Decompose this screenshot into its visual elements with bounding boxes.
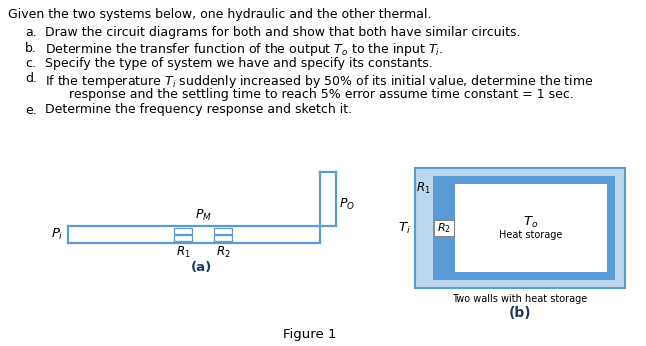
Bar [433,176,615,280]
Text: (b): (b) [508,306,531,320]
Text: Figure 1: Figure 1 [283,328,337,341]
Text: Draw the circuit diagrams for both and show that both have similar circuits.: Draw the circuit diagrams for both and s… [45,26,521,39]
Bar [434,220,454,236]
Text: a.: a. [25,26,37,39]
Text: Determine the frequency response and sketch it.: Determine the frequency response and ske… [45,103,352,117]
Text: $T_o$: $T_o$ [523,215,539,229]
Text: $P_i$: $P_i$ [52,227,64,242]
Text: $R_1$: $R_1$ [176,245,191,260]
Text: $P_M$: $P_M$ [194,208,211,223]
Text: $P_O$: $P_O$ [339,197,355,211]
Bar [415,168,625,288]
Text: d.: d. [25,73,37,85]
Bar [214,228,232,234]
Text: $R_1$: $R_1$ [417,181,431,195]
Bar [174,235,192,241]
Text: response and the settling time to reach 5% error assume time constant = 1 sec.: response and the settling time to reach … [45,88,574,101]
Text: $R_2$: $R_2$ [437,221,451,235]
Text: b.: b. [25,42,37,55]
Bar [174,228,192,234]
Text: Given the two systems below, one hydraulic and the other thermal.: Given the two systems below, one hydraul… [8,8,432,21]
Text: If the temperature $T_i$ suddenly increased by 50% of its initial value, determi: If the temperature $T_i$ suddenly increa… [45,73,594,90]
Text: (a): (a) [191,261,213,274]
Bar [214,235,232,241]
Text: $R_2$: $R_2$ [216,245,231,260]
Text: Specify the type of system we have and specify its constants.: Specify the type of system we have and s… [45,57,433,70]
Bar [455,184,607,272]
Text: c.: c. [25,57,36,70]
Text: Two walls with heat storage: Two walls with heat storage [452,294,588,304]
Text: e.: e. [25,103,37,117]
Text: Determine the transfer function of the output $T_o$ to the input $T_i$.: Determine the transfer function of the o… [45,42,443,58]
Text: Heat storage: Heat storage [499,230,563,240]
Text: $T_i$: $T_i$ [399,220,411,236]
